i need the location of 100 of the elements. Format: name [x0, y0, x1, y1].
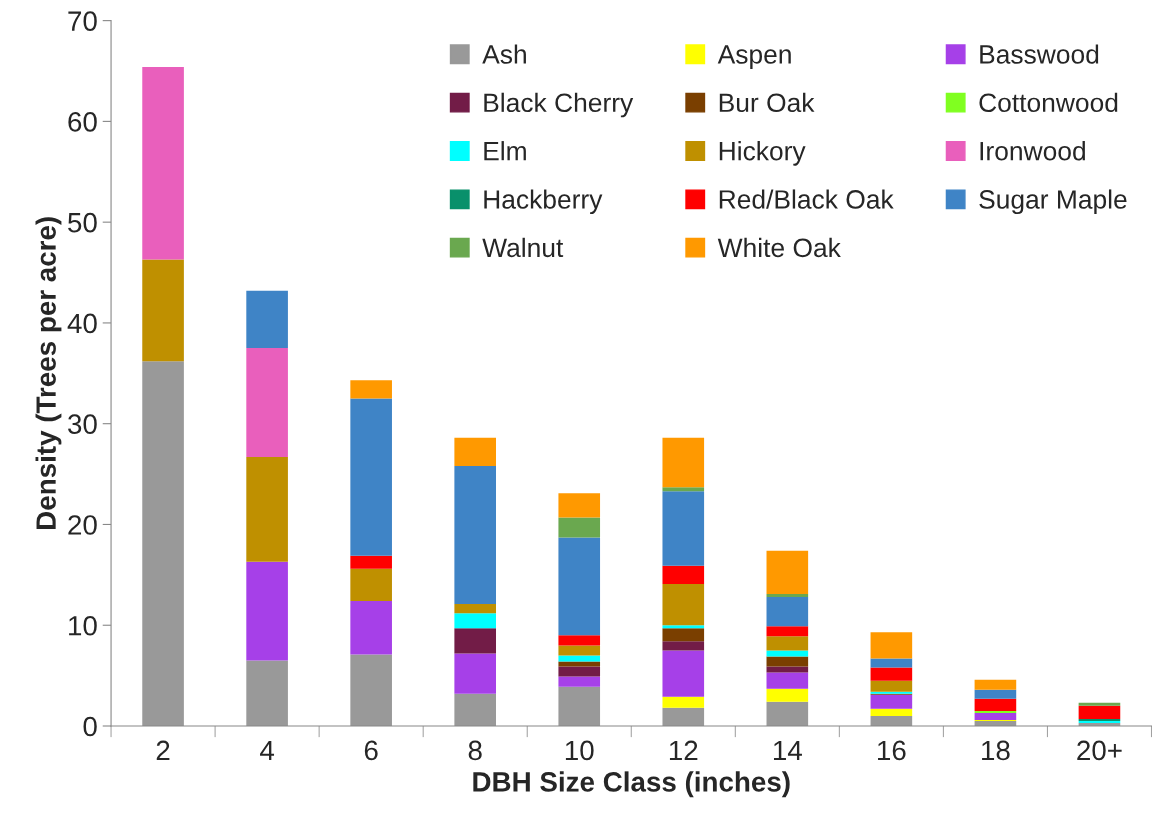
bar	[974, 710, 1017, 713]
legend-label: Ash	[482, 44, 526, 64]
legend-label: Elm	[484, 141, 526, 161]
bar	[766, 550, 809, 594]
bar	[246, 348, 288, 457]
bar	[974, 689, 1017, 699]
bar	[662, 696, 705, 708]
bar	[662, 625, 705, 629]
x-tick-label: 20+	[1077, 740, 1122, 761]
bar	[350, 601, 392, 655]
bar	[454, 653, 497, 694]
bar	[766, 666, 809, 673]
bar	[974, 698, 1017, 711]
y-tick-label: 0	[83, 716, 97, 737]
x-tick-label: 18	[982, 740, 1010, 761]
y-axis-title: Density (Trees per acre)	[35, 217, 62, 529]
legend-label: Hickory	[719, 141, 806, 166]
bar	[246, 561, 288, 661]
bar	[766, 701, 809, 726]
x-tick-label: 12	[669, 740, 698, 761]
bar	[454, 466, 497, 605]
bar	[766, 656, 809, 667]
y-tick-label: 60	[68, 112, 97, 132]
y-tick-label: 50	[68, 212, 97, 233]
bar	[558, 666, 601, 677]
legend-label: Red/Black Oak	[719, 189, 894, 209]
bar	[350, 398, 392, 556]
bar	[142, 361, 184, 726]
bar	[870, 632, 913, 659]
legend-label: Walnut	[482, 237, 564, 258]
bar	[662, 565, 705, 584]
bar	[246, 290, 288, 349]
legend-label: White Oak	[717, 237, 841, 258]
bar	[350, 654, 392, 726]
bar	[350, 568, 392, 602]
x-tick-label: 10	[565, 740, 594, 761]
bar	[558, 537, 601, 636]
bar	[454, 604, 497, 614]
bar	[350, 380, 392, 399]
legend-label: Ironwood	[980, 141, 1085, 161]
bar	[454, 613, 497, 629]
bar	[350, 555, 392, 569]
legend-label: Bur Oak	[719, 92, 815, 113]
bar	[1078, 702, 1121, 706]
bar	[766, 593, 809, 598]
bar	[454, 628, 497, 654]
legend-label: Black Cherry	[484, 92, 634, 118]
bar	[870, 667, 913, 681]
y-tick-label: 10	[69, 615, 97, 636]
bar	[662, 641, 705, 651]
x-axis-title: DBH Size Class (inches)	[473, 771, 790, 798]
y-tick-label: 70	[68, 11, 97, 31]
bar	[766, 672, 809, 689]
bar	[558, 645, 601, 656]
bar	[142, 259, 184, 362]
x-tick-label: 16	[878, 740, 906, 761]
bar	[558, 517, 601, 538]
bar	[558, 493, 601, 518]
bar	[662, 583, 705, 626]
legend-label: Hackberry	[484, 189, 603, 215]
bar	[870, 680, 913, 692]
bar	[870, 708, 913, 716]
bar	[454, 437, 497, 467]
x-tick-label: 4	[260, 740, 275, 761]
bar	[558, 676, 601, 687]
y-tick-label: 20	[68, 515, 97, 535]
bar	[766, 650, 809, 657]
bar	[246, 660, 288, 726]
bar	[662, 437, 705, 488]
bar	[1078, 705, 1121, 719]
bar	[766, 688, 809, 702]
bar	[662, 487, 705, 492]
legend-label: Cottonwood	[979, 92, 1118, 113]
bar	[662, 650, 705, 697]
legend-label: Aspen	[717, 45, 791, 69]
bar	[558, 686, 601, 726]
bar	[662, 628, 705, 642]
bar	[974, 679, 1017, 690]
x-tick-label: 6	[364, 740, 378, 761]
bar	[246, 456, 288, 562]
bar	[766, 597, 809, 627]
bar	[974, 712, 1017, 720]
legend-label: Basswood	[980, 44, 1099, 64]
x-tick-label: 2	[156, 740, 170, 761]
bar	[662, 707, 705, 726]
y-tick-label: 40	[67, 313, 97, 334]
bar	[142, 66, 184, 260]
bar	[454, 693, 497, 726]
bar	[870, 658, 913, 668]
x-tick-label: 14	[773, 740, 802, 761]
bar	[766, 626, 809, 637]
bar	[662, 491, 705, 566]
legend-label: Sugar Maple	[979, 189, 1127, 215]
bar	[558, 635, 601, 646]
bar	[870, 694, 913, 709]
x-tick-label: 8	[468, 740, 482, 761]
bar	[558, 661, 601, 667]
bar	[558, 655, 601, 662]
bar	[766, 636, 809, 651]
y-tick-label: 30	[68, 414, 97, 435]
